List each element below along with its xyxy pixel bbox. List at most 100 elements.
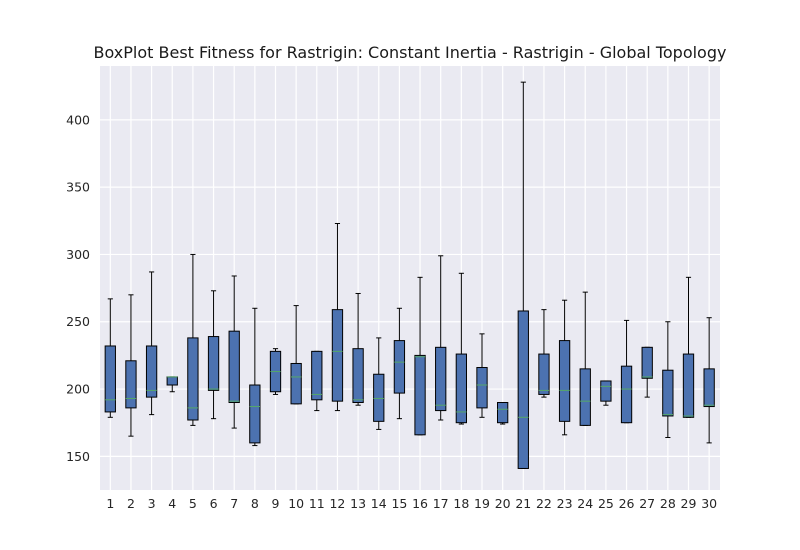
plot-area [100,66,720,490]
x-tick-label: 14 [371,496,387,511]
box-body [187,337,199,421]
box-22 [538,309,550,398]
box-body [414,354,426,436]
x-tick-label: 25 [598,496,614,511]
box-body [228,330,240,404]
x-tick-label: 29 [681,496,697,511]
box-14 [373,337,385,430]
x-tick-label: 17 [433,496,449,511]
box-20 [497,402,509,425]
box-body [435,346,447,412]
x-tick-label: 26 [619,496,635,511]
x-tick-label: 20 [495,496,511,511]
box-body [476,367,488,409]
box-3 [145,271,158,416]
x-tick-label: 12 [329,496,345,511]
x-tick-label: 11 [309,496,325,511]
box-6 [207,290,220,420]
chart-title: BoxPlot Best Fitness for Rastrigin: Cons… [94,43,727,62]
box-28 [662,321,674,439]
x-tick-label: 8 [251,496,259,511]
y-tick-label: 350 [66,180,90,195]
y-tick-label: 200 [66,382,90,397]
box-body [579,368,591,426]
box-17 [435,255,447,421]
box-19 [476,333,488,418]
box-18 [455,272,468,425]
x-tick-label: 15 [391,496,407,511]
box-body [290,362,302,405]
box-21 [517,81,529,469]
y-tick-label: 150 [66,449,90,464]
x-tick-label: 13 [350,496,366,511]
box-11 [311,350,323,412]
x-tick-label: 9 [272,496,280,511]
box-15 [393,307,406,420]
y-tick-labels: 150 200 250 300 350 400 [66,112,90,464]
y-tick-label: 300 [66,247,90,262]
box-4 [166,376,178,393]
x-tick-label: 22 [536,496,552,511]
x-tick-label: 7 [230,496,238,511]
x-tick-label: 28 [660,496,676,511]
box-body [455,353,468,424]
box-26 [620,319,633,424]
box-23 [558,299,571,436]
box-body [641,346,653,379]
box-27 [641,346,653,398]
box-16 [414,276,426,436]
box-body [620,365,633,424]
box-25 [600,380,612,406]
x-tick-label: 24 [577,496,593,511]
x-tick-label: 2 [127,496,135,511]
box-body [207,336,220,391]
y-tick-label: 250 [66,314,90,329]
box-body [517,310,529,469]
box-body [558,340,571,422]
box-body [373,373,385,422]
x-tick-label: 3 [148,496,156,511]
box-body [352,348,364,404]
box-body [703,368,715,408]
box-body [145,345,158,398]
x-tick-label: 21 [515,496,531,511]
x-tick-label: 5 [189,496,197,511]
box-body [662,369,674,417]
y-tick-label: 400 [66,112,90,127]
boxes [104,81,715,469]
box-8 [249,307,261,447]
box-29 [682,276,695,418]
x-tick-label: 27 [639,496,655,511]
box-13 [352,292,364,406]
box-9 [269,348,282,395]
box-5 [187,253,199,426]
box-body [331,309,344,402]
box-1 [104,298,116,418]
x-tick-label: 23 [557,496,573,511]
box-body [249,384,261,444]
box-7 [228,275,240,429]
x-tick-labels: 1 2 3 4 5 6 7 8 9 10 11 12 13 14 15 16 17 18 19 20 21 22 23 24 2… [106,496,717,511]
box-body [682,353,695,418]
x-tick-label: 1 [106,496,114,511]
box-12 [331,222,344,412]
box-2 [125,294,137,437]
box-body [497,402,509,424]
x-tick-label: 6 [210,496,218,511]
x-tick-label: 19 [474,496,490,511]
x-tick-label: 30 [701,496,717,511]
box-body [600,380,612,402]
x-tick-label: 10 [288,496,304,511]
box-body [538,353,550,395]
box-body [311,350,323,401]
box-body [393,340,406,394]
box-body [104,345,116,413]
x-tick-label: 4 [168,496,176,511]
box-10 [290,305,302,405]
box-body [166,376,178,386]
box-body [125,360,137,409]
box-24 [579,291,591,426]
x-tick-label: 16 [412,496,428,511]
box-30 [703,317,715,444]
